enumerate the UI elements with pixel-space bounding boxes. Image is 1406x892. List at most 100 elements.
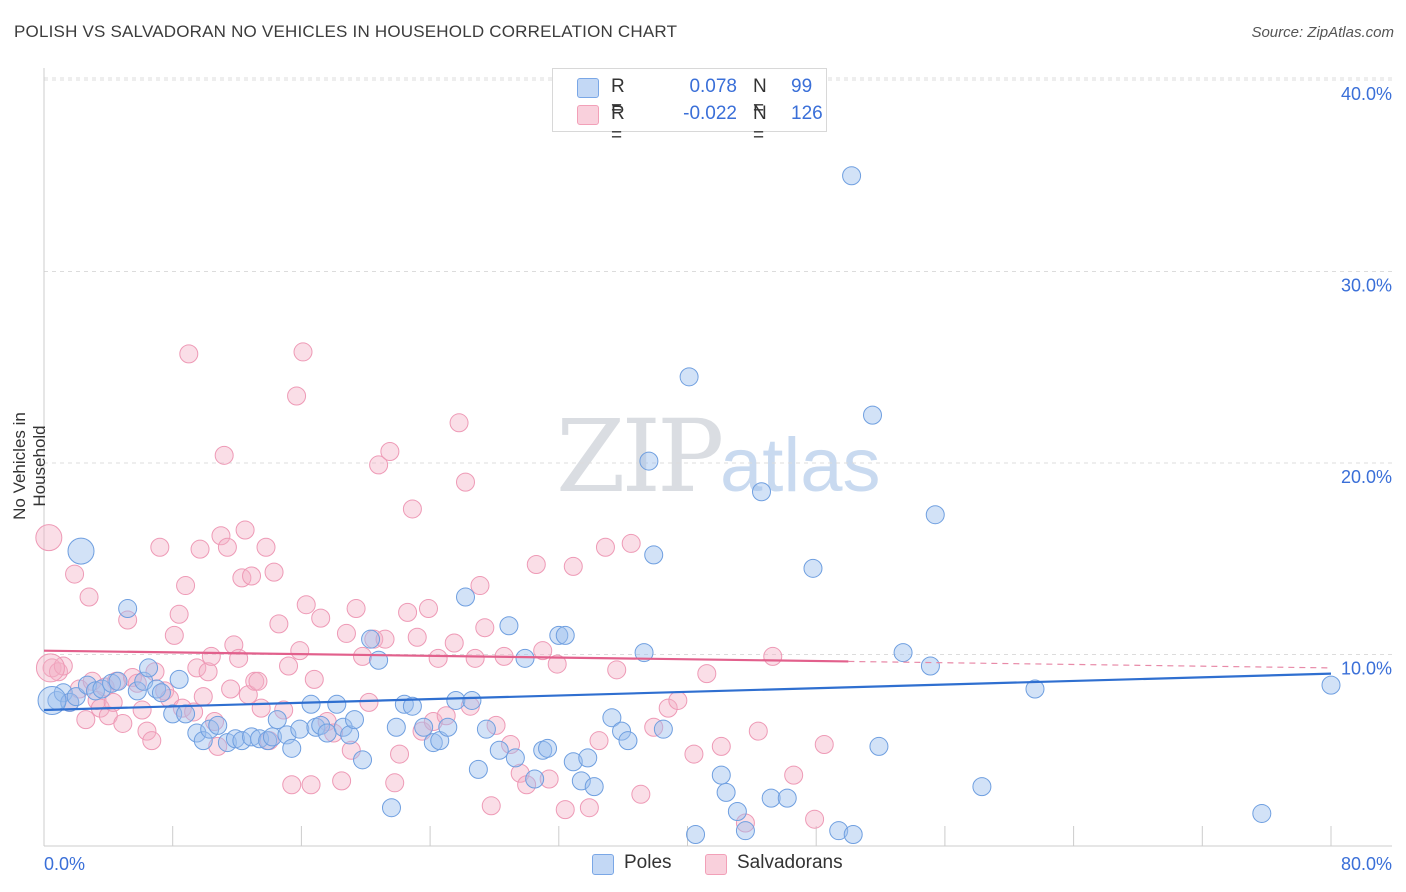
salvadorans-point: [465, 648, 485, 668]
poles-point: [369, 650, 389, 670]
y-tick-label: 10.0%: [1341, 659, 1392, 679]
salvadorans-point: [118, 610, 138, 630]
legend-swatch-salvadorans: [577, 105, 599, 125]
salvadorans-point: [132, 700, 152, 720]
salvadorans-point: [221, 679, 241, 699]
poles-point: [340, 725, 360, 745]
salvadorans-points: [35, 342, 834, 833]
poles-point: [803, 558, 823, 578]
poles-point: [262, 727, 282, 747]
salvadorans-point: [814, 735, 834, 755]
poles-point: [869, 736, 889, 756]
salvadorans-point: [735, 813, 755, 833]
poles-point: [735, 821, 755, 841]
salvadorans-point: [332, 771, 352, 791]
poles-point: [301, 694, 321, 714]
salvadorans-trend-line-dashed: [848, 660, 1332, 669]
poles-point: [225, 729, 245, 749]
poles-point: [402, 696, 422, 716]
poles-point: [578, 748, 598, 768]
poles-point: [1252, 803, 1272, 823]
salvadorans-point: [539, 769, 559, 789]
salvadorans-point: [142, 731, 162, 751]
salvadorans-point: [251, 698, 271, 718]
poles-point: [644, 545, 664, 565]
poles-point: [108, 671, 128, 691]
legend-n-label: N =: [753, 103, 767, 146]
salvadorans-point: [805, 809, 825, 829]
salvadorans-point: [201, 646, 221, 666]
salvadorans-point: [79, 587, 99, 607]
poles-point: [925, 505, 945, 525]
salvadorans-point: [579, 798, 599, 818]
legend-r-label: R =: [611, 103, 625, 146]
salvadorans-point: [150, 537, 170, 557]
salvadorans-point: [282, 775, 302, 795]
poles-point: [842, 166, 862, 186]
poles-point: [476, 719, 496, 739]
poles-point: [893, 643, 913, 663]
legend-swatch-poles: [577, 78, 599, 98]
poles-point: [761, 788, 781, 808]
salvadorans-point: [172, 698, 192, 718]
watermark-atlas: atlas: [720, 423, 881, 508]
salvadorans-point: [113, 713, 133, 733]
poles-point: [612, 721, 632, 741]
salvadorans-point: [274, 700, 294, 720]
poles-point: [653, 719, 673, 739]
poles-point: [37, 685, 67, 715]
salvadorans-point: [65, 564, 85, 584]
poles-point: [468, 759, 488, 779]
poles-point: [843, 825, 863, 845]
salvadorans-point: [229, 648, 249, 668]
poles-point: [386, 717, 406, 737]
poles-point: [311, 715, 331, 735]
gridlines: [44, 77, 1392, 655]
poles-point: [85, 681, 105, 701]
legend-n-label: N =: [753, 76, 767, 119]
salvadorans-point: [390, 744, 410, 764]
poles-point: [584, 777, 604, 797]
poles-point: [381, 798, 401, 818]
poles-point: [549, 625, 569, 645]
salvadorans-point: [346, 599, 366, 619]
salvadorans-point: [428, 648, 448, 668]
salvadorans-point: [137, 721, 157, 741]
salvadorans-point: [296, 595, 316, 615]
x-tick-label-left: 0.0%: [44, 854, 85, 874]
salvadorans-point: [287, 386, 307, 406]
bottom-legend-label-salvadorans: Salvadorans: [737, 852, 843, 873]
legend-r-label: R =: [611, 76, 625, 119]
salvadorans-point: [763, 646, 783, 666]
salvadorans-point: [35, 653, 65, 683]
salvadorans-point: [279, 656, 299, 676]
poles-point: [176, 704, 196, 724]
poles-point: [361, 629, 381, 649]
salvadorans-point: [293, 342, 313, 362]
poles-point: [333, 717, 353, 737]
salvadorans-point: [631, 784, 651, 804]
salvadorans-point: [53, 656, 73, 676]
salvadorans-point: [369, 455, 389, 475]
salvadorans-point: [621, 533, 641, 553]
poles-point: [455, 587, 475, 607]
salvadorans-point: [481, 796, 501, 816]
salvadorans-point: [407, 627, 427, 647]
salvadorans-point: [684, 744, 704, 764]
bottom-legend-label-poles: Poles: [624, 852, 672, 873]
salvadorans-point: [444, 633, 464, 653]
bottom-legend-swatch-salvadorans: [705, 854, 727, 875]
salvadorans-point: [193, 687, 213, 707]
poles-point: [525, 769, 545, 789]
salvadorans-point: [589, 731, 609, 751]
salvadorans-point: [398, 602, 418, 622]
legend-n-value: 99: [791, 76, 813, 97]
poles-point: [634, 643, 654, 663]
poles-point: [538, 738, 558, 758]
salvadorans-point: [256, 537, 276, 557]
salvadorans-point: [208, 736, 228, 756]
poles-point: [139, 658, 159, 678]
salvadorans-point: [455, 472, 475, 492]
salvadorans-point: [555, 800, 575, 820]
